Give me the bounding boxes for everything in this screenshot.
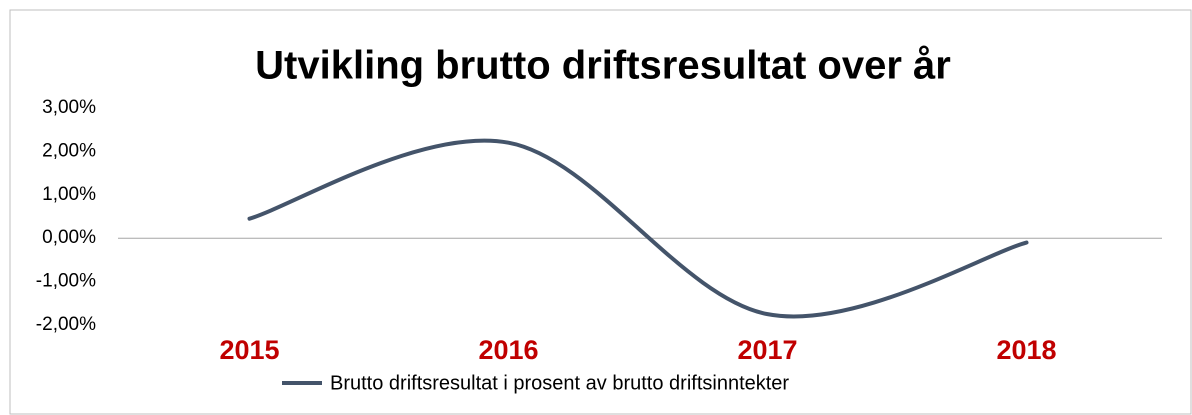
series-line — [247, 138, 1029, 319]
y-tick-label: -2,00% — [36, 314, 96, 335]
x-tick-label: 2016 — [478, 335, 538, 365]
x-tick-label: 2015 — [219, 335, 279, 365]
y-tick-label: 0,00% — [42, 227, 96, 248]
x-tick-label: 2018 — [996, 335, 1056, 365]
y-tick-label: -1,00% — [36, 271, 96, 292]
y-tick-label: 1,00% — [42, 184, 96, 205]
legend-label: Brutto driftsresultat i prosent av brutt… — [330, 372, 789, 394]
x-tick-label: 2017 — [737, 335, 797, 365]
y-tick-label: 3,00% — [42, 97, 96, 118]
y-tick-label: 2,00% — [42, 140, 96, 161]
chart-title: Utvikling brutto driftsresultat over år — [255, 44, 951, 88]
chart-frame — [9, 9, 1192, 415]
